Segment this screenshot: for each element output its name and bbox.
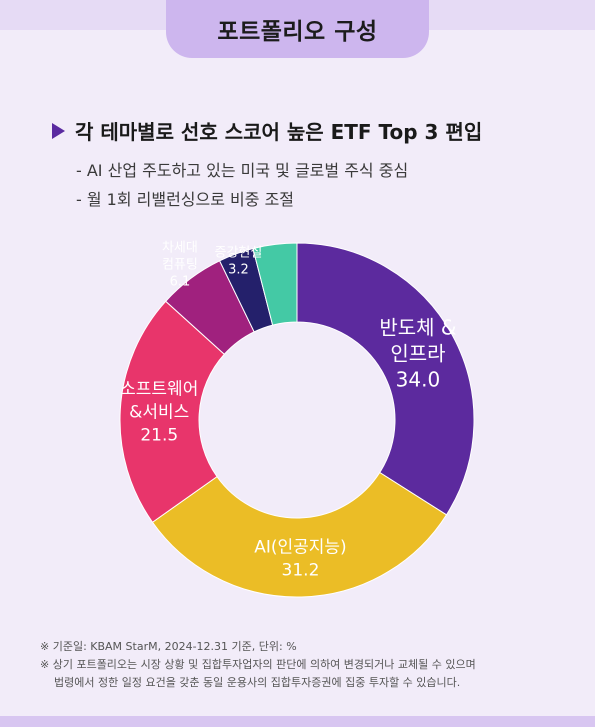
- slice-label: 소프트웨어 &서비스 21.5: [120, 380, 198, 446]
- footnote: ※ 상기 포트폴리오는 시장 상황 및 집합투자업자의 판단에 의하여 변경되거…: [40, 658, 476, 671]
- donut-slice: [151, 471, 448, 598]
- slice-value: 3.2: [228, 262, 249, 277]
- slice-name: 소프트웨어: [120, 380, 198, 400]
- donut-slice: [252, 242, 298, 326]
- donut-slice: [119, 300, 226, 523]
- slice-label: 반도체 & 인프라 34.0: [379, 316, 456, 392]
- slice-name: 반도체 &: [379, 316, 456, 340]
- slice-value: 21.5: [140, 426, 178, 446]
- slice-name: 차세대: [162, 241, 198, 256]
- page-title: 포트폴리오 구성: [166, 0, 429, 58]
- bullet-item: - 월 1회 리밸런싱으로 비중 조절: [76, 190, 295, 209]
- slice-value: 34.0: [396, 368, 441, 392]
- bottom-band: [0, 716, 595, 727]
- slice-name: &서비스: [129, 403, 189, 423]
- footnote: ※ 기준일: KBAM StarM, 2024-12.31 기준, 단위: %: [40, 640, 297, 653]
- slice-label: AI(인공지능) 31.2: [254, 537, 346, 580]
- donut-slice: [296, 242, 475, 516]
- slice-name: 증강현실: [214, 245, 262, 260]
- slice-label: 증강현실 3.2: [214, 245, 262, 277]
- slice-name: 컴퓨팅: [162, 258, 198, 273]
- footnotes: ※ 기준일: KBAM StarM, 2024-12.31 기준, 단위: % …: [40, 638, 580, 692]
- section-heading: 각 테마별로 선호 스코어 높은 ETF Top 3 편입: [52, 116, 582, 145]
- footnote: 법령에서 정한 일정 요건을 갖춘 동일 운용사의 집합투자증권에 집중 투자할…: [54, 676, 461, 689]
- slice-value: 6.1: [170, 275, 191, 290]
- triangle-right-icon: [52, 122, 65, 139]
- slice-value: 31.2: [282, 560, 320, 580]
- bullet-item: - AI 산업 주도하고 있는 미국 및 글로벌 주식 중심: [76, 161, 409, 180]
- section-heading-text: 각 테마별로 선호 스코어 높은 ETF Top 3 편입: [75, 120, 483, 144]
- slice-name: 인프라: [390, 342, 445, 366]
- slice-name: AI(인공지능): [254, 537, 346, 557]
